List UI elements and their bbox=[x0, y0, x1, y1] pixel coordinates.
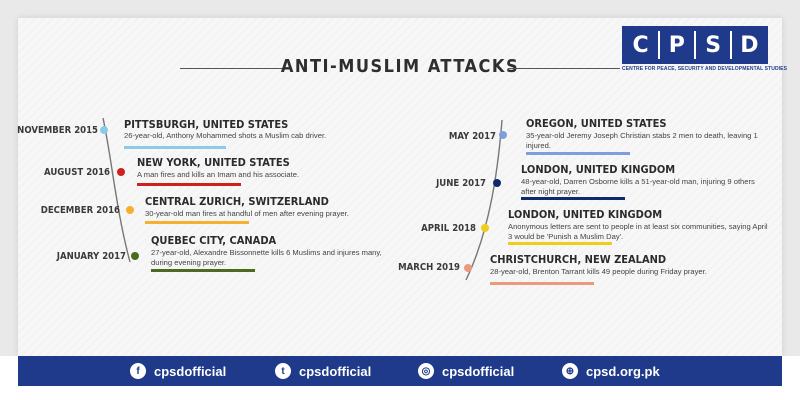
event-bar bbox=[490, 282, 594, 285]
event-marker bbox=[131, 252, 139, 260]
logo-letter: C bbox=[632, 32, 649, 58]
event-date: MARCH 2019 bbox=[398, 262, 460, 273]
facebook-icon: f bbox=[130, 363, 146, 379]
event-bar bbox=[124, 146, 226, 149]
event-place: OREGON, UNITED STATES bbox=[526, 117, 667, 130]
event-marker bbox=[126, 206, 134, 214]
logo-divider bbox=[730, 31, 733, 59]
social-website[interactable]: ⊕ cpsd.org.pk bbox=[562, 363, 660, 379]
event-marker bbox=[464, 264, 472, 272]
twitter-icon: t bbox=[275, 363, 291, 379]
logo-letter: D bbox=[740, 32, 759, 58]
event-date: MAY 2017 bbox=[448, 131, 496, 142]
event-description: 48-year-old, Darren Osborne kills a 51-y… bbox=[521, 177, 755, 196]
event-description: 35-year-old Jeremy Joseph Christian stab… bbox=[526, 131, 758, 150]
logo-divider bbox=[693, 31, 696, 59]
event-place: LONDON, UNITED KINGDOM bbox=[521, 163, 676, 176]
content-panel bbox=[18, 18, 782, 356]
title-rule-left bbox=[180, 68, 292, 69]
logo-subtitle: CENTRE FOR PEACE, SECURITY AND DEVELOPME… bbox=[622, 66, 788, 72]
cpsd-logo: C P S D CENTRE FOR PEACE, SECURITY AND D… bbox=[622, 26, 788, 80]
event-description: 28-year-old, Brenton Tarrant kills 49 pe… bbox=[490, 267, 707, 276]
event-marker bbox=[481, 224, 489, 232]
social-handle: cpsdofficial bbox=[442, 363, 515, 379]
social-twitter[interactable]: t cpsdofficial bbox=[275, 363, 371, 379]
event-bar bbox=[526, 152, 630, 155]
event-date: DECEMBER 2016 bbox=[40, 205, 120, 216]
event-description: 27-year-old, Alexandre Bissonnette kills… bbox=[151, 248, 382, 267]
event-place: QUEBEC CITY, CANADA bbox=[151, 234, 277, 247]
event-place: PITTSBURGH, UNITED STATES bbox=[124, 118, 289, 131]
event-bar bbox=[521, 197, 625, 200]
social-handle: cpsdofficial bbox=[154, 363, 227, 379]
logo-letter: P bbox=[668, 32, 685, 58]
event-date: JANUARY 2017 bbox=[56, 251, 126, 262]
event-bar bbox=[145, 221, 249, 224]
logo-letters: C P S D bbox=[622, 26, 768, 64]
event-place: CHRISTCHURCH, NEW ZEALAND bbox=[490, 253, 667, 266]
event-date: JUNE 2017 bbox=[436, 178, 486, 189]
event-date: APRIL 2018 bbox=[421, 223, 476, 234]
event-marker bbox=[499, 131, 507, 139]
event-description: Anonymous letters are sent to people in … bbox=[508, 222, 768, 241]
social-handle: cpsdofficial bbox=[299, 363, 372, 379]
event-marker bbox=[100, 126, 108, 134]
page-title: ANTI-MUSLIM ATTACKS bbox=[280, 56, 520, 77]
logo-letter: S bbox=[705, 32, 722, 58]
event-place: LONDON, UNITED KINGDOM bbox=[508, 208, 663, 221]
event-date: NOVEMBER 2015 bbox=[17, 125, 98, 136]
event-place: NEW YORK, UNITED STATES bbox=[137, 156, 290, 169]
event-date: AUGUST 2016 bbox=[44, 167, 110, 178]
event-description: 30-year-old man fires at handful of men … bbox=[145, 209, 349, 218]
event-bar bbox=[137, 183, 241, 186]
event-bar bbox=[508, 242, 612, 245]
social-handle: cpsd.org.pk bbox=[586, 363, 660, 379]
event-description: A man fires and kills an Imam and his as… bbox=[137, 170, 300, 179]
title-rule-right bbox=[508, 68, 620, 69]
footer-band: f cpsdofficial t cpsdofficial ◎ cpsdoffi… bbox=[18, 356, 782, 386]
event-description: 26-year-old, Anthony Mohammed shots a Mu… bbox=[124, 131, 327, 140]
instagram-icon: ◎ bbox=[418, 363, 434, 379]
title-block: ANTI-MUSLIM ATTACKS bbox=[180, 56, 620, 86]
event-marker bbox=[117, 168, 125, 176]
footer: f cpsdofficial t cpsdofficial ◎ cpsdoffi… bbox=[0, 356, 800, 400]
social-facebook[interactable]: f cpsdofficial bbox=[130, 363, 226, 379]
social-instagram[interactable]: ◎ cpsdofficial bbox=[418, 363, 514, 379]
globe-icon: ⊕ bbox=[562, 363, 578, 379]
event-place: CENTRAL ZURICH, SWITZERLAND bbox=[145, 195, 329, 208]
event-bar bbox=[151, 269, 255, 272]
event-marker bbox=[493, 179, 501, 187]
logo-divider bbox=[657, 31, 660, 59]
